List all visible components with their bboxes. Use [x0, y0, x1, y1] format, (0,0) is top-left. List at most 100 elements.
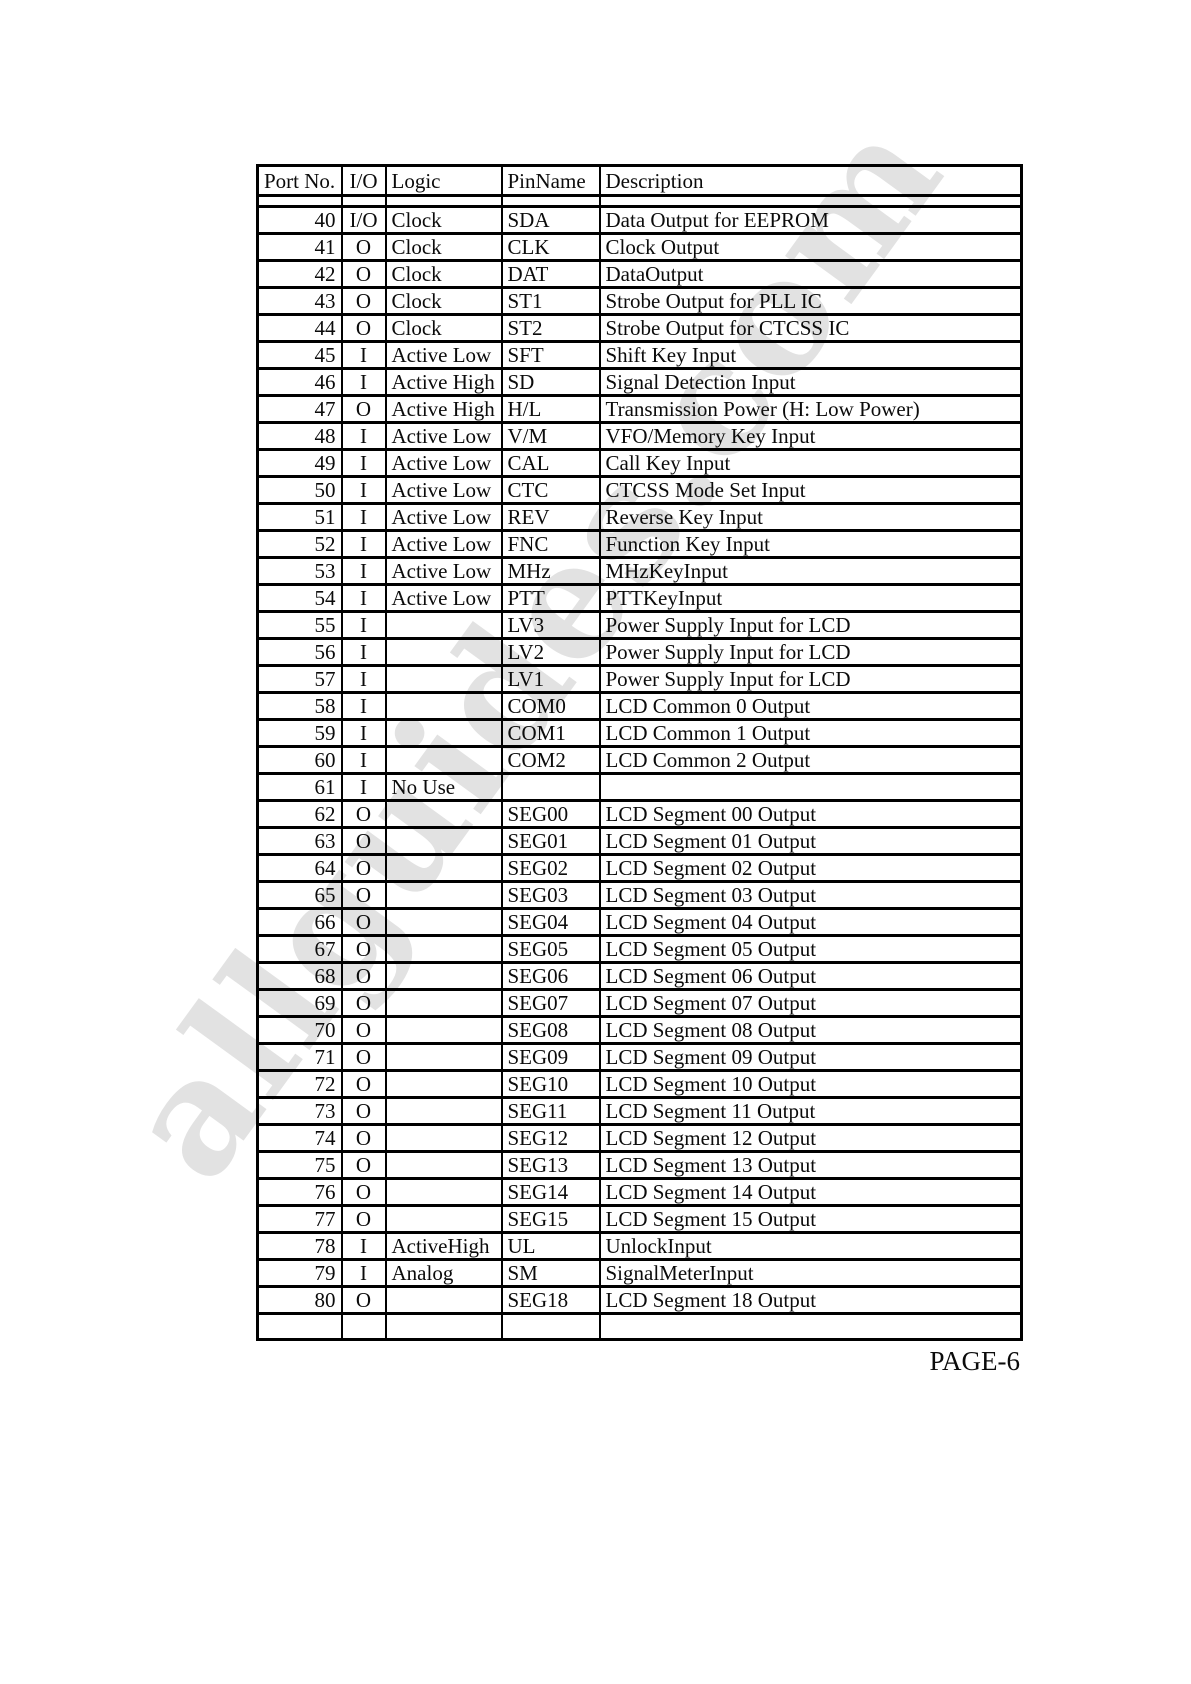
- cell-logic: [384, 988, 503, 1018]
- cell-pin: COM1: [500, 718, 601, 748]
- table-header-row: Port No. I/O Logic PinName Description: [256, 164, 1023, 197]
- table-row: 66 O SEG04 LCD Segment 04 Output: [256, 907, 1023, 937]
- cell-port: [256, 1312, 343, 1341]
- cell-io: I: [340, 367, 387, 397]
- cell-pin: LV3: [500, 610, 601, 640]
- cell-logic: Active Low: [384, 529, 503, 559]
- cell-desc: Reverse Key Input: [598, 502, 1023, 532]
- cell-logic: [384, 691, 503, 721]
- cell-io: O: [340, 1150, 387, 1180]
- cell-pin: SEG13: [500, 1150, 601, 1180]
- cell-desc: LCD Segment 15 Output: [598, 1204, 1023, 1234]
- column-header-port-no: Port No.: [256, 164, 343, 197]
- cell-pin: V/M: [500, 421, 601, 451]
- cell-port: 73: [256, 1096, 343, 1126]
- cell-pin: ST2: [500, 313, 601, 343]
- cell-pin: REV: [500, 502, 601, 532]
- cell-logic: [384, 664, 503, 694]
- table-row: 57 I LV1 Power Supply Input for LCD: [256, 664, 1023, 694]
- cell-pin: SEG05: [500, 934, 601, 964]
- cell-io: I/O: [340, 205, 387, 235]
- cell-desc: Transmission Power (H: Low Power): [598, 394, 1023, 424]
- cell-pin: SEG00: [500, 799, 601, 829]
- cell-port: 51: [256, 502, 343, 532]
- cell-pin: COM0: [500, 691, 601, 721]
- cell-io: I: [340, 610, 387, 640]
- spacer-cell: [384, 194, 503, 208]
- cell-io: I: [340, 772, 387, 802]
- table-row: 73 O SEG11 LCD Segment 11 Output: [256, 1096, 1023, 1126]
- cell-logic: [384, 934, 503, 964]
- table-row: 60 I COM2 LCD Common 2 Output: [256, 745, 1023, 775]
- cell-io: I: [340, 1231, 387, 1261]
- table-row: 79 I Analog SM SignalMeterInput: [256, 1258, 1023, 1288]
- cell-port: 67: [256, 934, 343, 964]
- cell-logic: [384, 1015, 503, 1045]
- table-row: 40 I/O Clock SDA Data Output for EEPROM: [256, 205, 1023, 235]
- table-row: 78 I ActiveHigh UL UnlockInput: [256, 1231, 1023, 1261]
- cell-port: 70: [256, 1015, 343, 1045]
- cell-io: O: [340, 232, 387, 262]
- cell-pin: SEG08: [500, 1015, 601, 1045]
- cell-logic: Clock: [384, 232, 503, 262]
- cell-logic: [384, 853, 503, 883]
- cell-port: 59: [256, 718, 343, 748]
- cell-io: I: [340, 556, 387, 586]
- table-row: 67 O SEG05 LCD Segment 05 Output: [256, 934, 1023, 964]
- cell-io: O: [340, 1123, 387, 1153]
- column-header-description: Description: [598, 164, 1023, 197]
- cell-io: O: [340, 1042, 387, 1072]
- table-row: 71 O SEG09 LCD Segment 09 Output: [256, 1042, 1023, 1072]
- cell-logic: Active Low: [384, 583, 503, 613]
- cell-pin: LV1: [500, 664, 601, 694]
- table-row: 62 O SEG00 LCD Segment 00 Output: [256, 799, 1023, 829]
- cell-pin: SEG11: [500, 1096, 601, 1126]
- cell-desc: SignalMeterInput: [598, 1258, 1023, 1288]
- cell-logic: [384, 907, 503, 937]
- cell-logic: [384, 1177, 503, 1207]
- cell-port: 60: [256, 745, 343, 775]
- cell-desc: LCD Segment 08 Output: [598, 1015, 1023, 1045]
- table-row: 47 O Active High H/L Transmission Power (H: …: [256, 394, 1023, 424]
- page-number: PAGE-6: [929, 1346, 1020, 1376]
- table-row: 44 O Clock ST2 Strobe Output for CTCSS IC: [256, 313, 1023, 343]
- cell-port: 47: [256, 394, 343, 424]
- cell-port: 49: [256, 448, 343, 478]
- cell-desc: [598, 772, 1023, 802]
- cell-pin: SEG09: [500, 1042, 601, 1072]
- cell-io: I: [340, 1258, 387, 1288]
- cell-port: 44: [256, 313, 343, 343]
- cell-port: 61: [256, 772, 343, 802]
- cell-pin: [500, 772, 601, 802]
- cell-desc: Function Key Input: [598, 529, 1023, 559]
- cell-port: 58: [256, 691, 343, 721]
- cell-io: O: [340, 853, 387, 883]
- cell-port: 71: [256, 1042, 343, 1072]
- table-row: 68 O SEG06 LCD Segment 06 Output: [256, 961, 1023, 991]
- cell-io: I: [340, 664, 387, 694]
- cell-desc: LCD Segment 07 Output: [598, 988, 1023, 1018]
- cell-io: O: [340, 907, 387, 937]
- cell-port: 42: [256, 259, 343, 289]
- cell-logic: Clock: [384, 313, 503, 343]
- cell-pin: CTC: [500, 475, 601, 505]
- cell-port: 48: [256, 421, 343, 451]
- cell-desc: LCD Segment 06 Output: [598, 961, 1023, 991]
- cell-desc: Shift Key Input: [598, 340, 1023, 370]
- cell-logic: [384, 961, 503, 991]
- cell-port: 66: [256, 907, 343, 937]
- table-row: 48 I Active Low V/M VFO/Memory Key Input: [256, 421, 1023, 451]
- cell-desc: LCD Common 2 Output: [598, 745, 1023, 775]
- cell-port: 80: [256, 1285, 343, 1315]
- cell-logic: [384, 1312, 503, 1341]
- cell-io: I: [340, 745, 387, 775]
- cell-desc: [598, 1312, 1023, 1341]
- table-row: 65 O SEG03 LCD Segment 03 Output: [256, 880, 1023, 910]
- cell-desc: VFO/Memory Key Input: [598, 421, 1023, 451]
- cell-logic: Active High: [384, 394, 503, 424]
- table-row: 42 O Clock DAT DataOutput: [256, 259, 1023, 289]
- cell-logic: Active Low: [384, 421, 503, 451]
- cell-desc: LCD Segment 03 Output: [598, 880, 1023, 910]
- cell-io: I: [340, 718, 387, 748]
